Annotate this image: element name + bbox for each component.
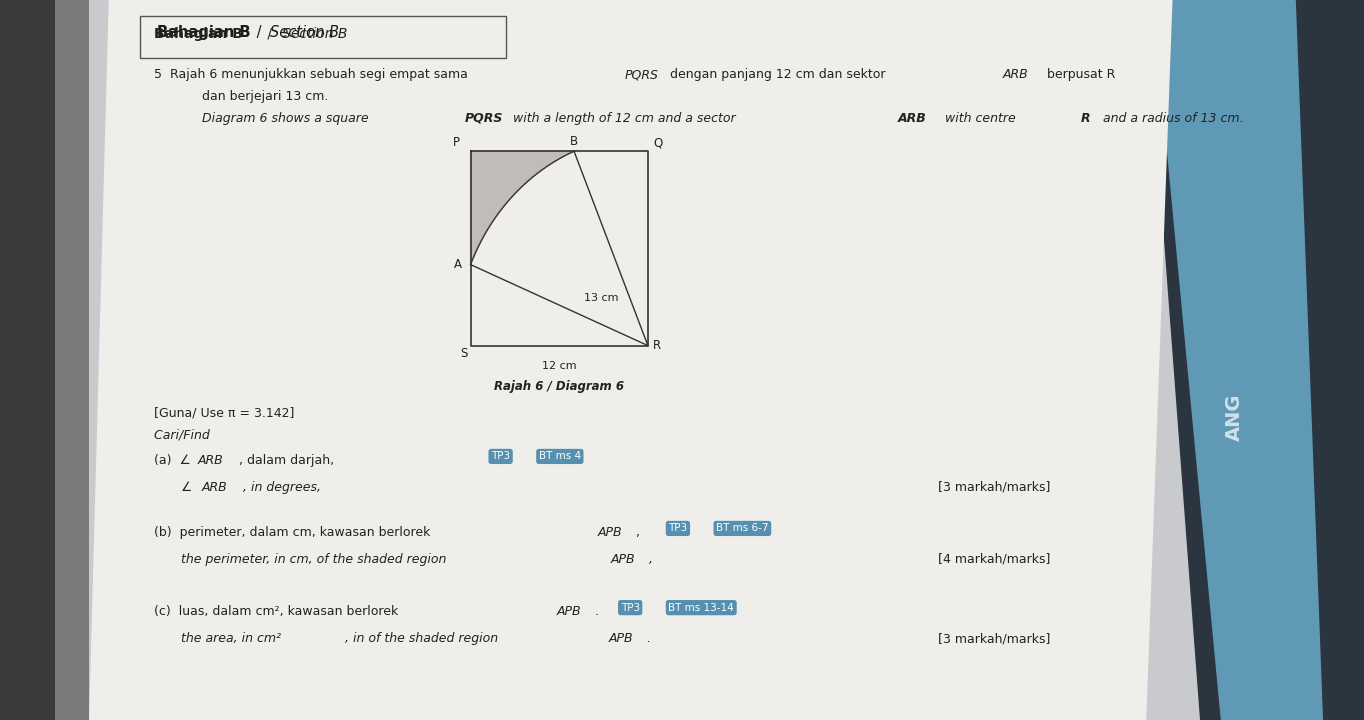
Text: ,: , [649, 553, 653, 566]
Text: BT ms 6-7: BT ms 6-7 [716, 523, 768, 534]
Text: Section B: Section B [270, 25, 340, 40]
Text: /: / [252, 25, 266, 40]
Text: berpusat R: berpusat R [1043, 68, 1116, 81]
Polygon shape [1146, 0, 1364, 720]
Polygon shape [471, 151, 574, 264]
Text: A: A [454, 258, 462, 271]
Text: (a)  ∠: (a) ∠ [154, 454, 191, 467]
Text: (c)  luas, dalam cm², kawasan berlorek: (c) luas, dalam cm², kawasan berlorek [154, 605, 402, 618]
Text: TP3: TP3 [491, 451, 510, 462]
Text: TP3: TP3 [621, 603, 640, 613]
Text: ARB: ARB [1003, 68, 1028, 81]
Text: Q: Q [653, 137, 663, 150]
Bar [55, 0, 89, 720]
Text: .: . [595, 605, 599, 618]
Text: [3 markah/marks]: [3 markah/marks] [938, 481, 1050, 494]
Text: , in of the shaded region: , in of the shaded region [345, 632, 502, 645]
Text: and a radius of 13 cm.: and a radius of 13 cm. [1099, 112, 1244, 125]
Text: Cari/​Find: Cari/​Find [154, 428, 210, 441]
Text: BT ms 4: BT ms 4 [539, 451, 581, 462]
Text: [Guna/ Use π = 3.142]: [Guna/ Use π = 3.142] [154, 407, 295, 420]
Text: ∠: ∠ [181, 481, 192, 494]
Text: Section B: Section B [282, 27, 348, 40]
Text: ARB: ARB [202, 481, 228, 494]
Text: with a length of 12 cm and a sector: with a length of 12 cm and a sector [509, 112, 739, 125]
Text: 12 cm: 12 cm [542, 361, 577, 372]
Text: /: / [263, 27, 277, 40]
Polygon shape [1153, 0, 1323, 720]
Text: [3 markah/marks]: [3 markah/marks] [938, 632, 1050, 645]
Text: APB: APB [557, 605, 581, 618]
Text: (b)  perimeter, dalam cm, kawasan berlorek: (b) perimeter, dalam cm, kawasan berlore… [154, 526, 435, 539]
Text: BT ms 13-14: BT ms 13-14 [668, 603, 734, 613]
Text: with centre: with centre [941, 112, 1020, 125]
Text: , in degrees,: , in degrees, [243, 481, 321, 494]
Text: ARB: ARB [898, 112, 926, 125]
Text: Rajah 6 / Diagram 6: Rajah 6 / Diagram 6 [494, 380, 625, 393]
Text: 5  Rajah 6 menunjukkan sebuah segi empat sama: 5 Rajah 6 menunjukkan sebuah segi empat … [154, 68, 472, 81]
Text: TP3: TP3 [668, 523, 687, 534]
Text: Diagram 6 shows a square: Diagram 6 shows a square [202, 112, 372, 125]
Text: ANG: ANG [1225, 394, 1244, 441]
Text: PQRS: PQRS [465, 112, 503, 125]
Text: .: . [647, 632, 651, 645]
Text: APB: APB [608, 632, 633, 645]
Text: Bahagian B: Bahagian B [154, 27, 243, 40]
Text: S: S [460, 347, 468, 360]
Text: the perimeter, in cm, of the shaded region: the perimeter, in cm, of the shaded regi… [181, 553, 450, 566]
Text: B: B [570, 135, 578, 148]
Text: ,: , [636, 526, 640, 539]
Text: APB: APB [611, 553, 636, 566]
Text: dan berjejari 13 cm.: dan berjejari 13 cm. [202, 90, 329, 103]
Text: 13 cm: 13 cm [584, 293, 618, 303]
Text: dengan panjang 12 cm dan sektor: dengan panjang 12 cm dan sektor [666, 68, 889, 81]
Text: ARB: ARB [198, 454, 224, 467]
Text: PQRS: PQRS [625, 68, 659, 81]
Text: APB: APB [597, 526, 622, 539]
Text: Bahagian B: Bahagian B [157, 25, 251, 40]
Polygon shape [89, 0, 1173, 720]
Text: the area, in cm²: the area, in cm² [181, 632, 281, 645]
Text: P: P [453, 137, 460, 150]
Text: [4 markah/marks]: [4 markah/marks] [938, 553, 1050, 566]
Text: , dalam darjah,: , dalam darjah, [239, 454, 334, 467]
Text: R: R [653, 339, 662, 352]
Text: R: R [1080, 112, 1090, 125]
Bar [0, 0, 55, 720]
